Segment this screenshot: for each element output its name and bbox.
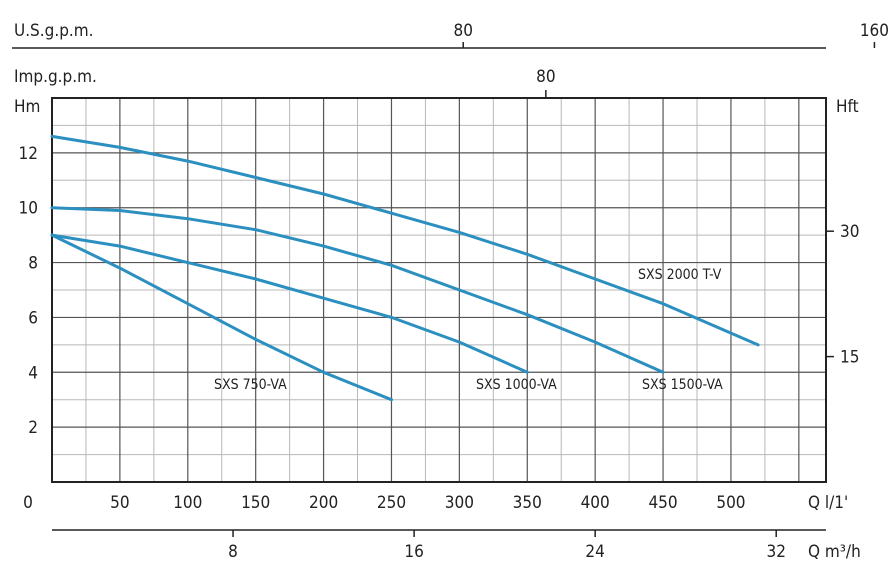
y-axis-left-label: Hm: [14, 97, 40, 117]
impgpm-tick-label: 80: [536, 67, 555, 87]
labels: SXS 750-VA SXS 1000-VA SXS 1500-VA SXS 2000…: [214, 267, 723, 393]
series-line-3: [50, 134, 760, 347]
x-tick-label: 200: [309, 493, 338, 513]
x-tick-label: 100: [173, 493, 202, 513]
usgpm-tick-label: 80: [453, 21, 472, 41]
x-tick-label: 50: [110, 493, 129, 513]
plot-frame: [51, 97, 827, 483]
y-tick-label: 2: [28, 418, 38, 438]
y-axis-right-label: Hft: [836, 97, 859, 117]
y-tick-label: 10: [19, 199, 38, 219]
m3h-tick-label: 32: [766, 542, 785, 562]
m3h-tick-label: 24: [585, 542, 604, 562]
x-tick-label: 450: [648, 493, 677, 513]
x-tick-label: 250: [377, 493, 406, 513]
grid: [52, 98, 826, 482]
x-tick-label: 150: [241, 493, 270, 513]
m3h-tick-label: 8: [228, 542, 238, 562]
series-line-1: [50, 233, 529, 374]
x-tick-label: 350: [513, 493, 542, 513]
series-line-0: [50, 233, 393, 402]
usgpm-tick-label: 160: [860, 21, 889, 41]
axes: U.S.g.p.m.80160Imp.g.p.m.80160Hm24681012…: [12, 21, 889, 562]
origin-label: 0: [23, 493, 33, 513]
series-label-1: SXS 1000-VA: [476, 377, 557, 393]
x-tick-label: 500: [716, 493, 745, 513]
plot-border: [51, 97, 827, 483]
series-label-0: SXS 750-VA: [214, 377, 287, 393]
series-line-2: [50, 206, 665, 374]
m3h-tick-label: 16: [404, 542, 423, 562]
usgpm-axis-label: U.S.g.p.m.: [14, 21, 94, 41]
series-lines: [50, 134, 760, 402]
y-tick-label: 8: [28, 254, 38, 274]
x-tick-label: 400: [581, 493, 610, 513]
y-tick-label: 4: [28, 363, 38, 383]
y-right-tick-label: 30: [840, 222, 859, 242]
y-tick-label: 6: [28, 308, 38, 328]
y-tick-label: 12: [19, 144, 38, 164]
series-label-3: SXS 2000 T-V: [638, 267, 722, 283]
y-right-tick-label: 15: [840, 348, 859, 368]
series-label-2: SXS 1500-VA: [642, 377, 723, 393]
x-tick-label: 300: [445, 493, 474, 513]
impgpm-axis-label: Imp.g.p.m.: [14, 67, 97, 87]
m3h-axis-label: Q m³/h: [808, 542, 861, 562]
x-axis-label: Q l/1': [808, 493, 848, 513]
